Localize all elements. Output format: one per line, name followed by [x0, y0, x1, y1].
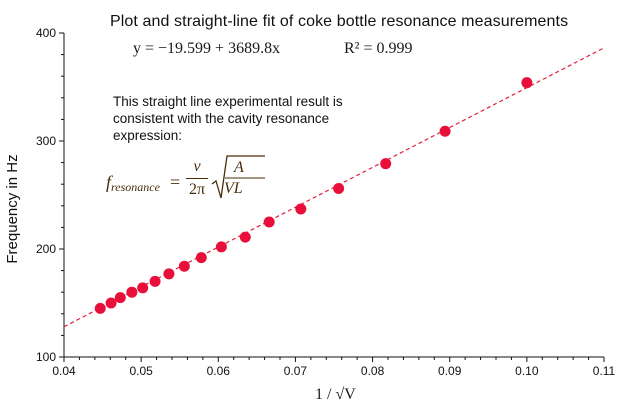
- data-point: [239, 231, 251, 243]
- data-point: [94, 302, 106, 314]
- x-tick-label: 0.08: [361, 364, 385, 378]
- data-point: [195, 252, 207, 264]
- radicand-top: A: [234, 159, 244, 176]
- data-point: [295, 203, 307, 215]
- data-point: [163, 268, 175, 280]
- formula-numerator: v: [193, 158, 201, 175]
- y-axis-label: Frequency in Hz: [4, 154, 21, 264]
- formula-f: f: [106, 172, 112, 192]
- data-point: [439, 125, 451, 137]
- formula-denominator: 2π: [188, 181, 206, 198]
- data-point: [149, 275, 161, 287]
- x-tick-label: 0.11: [593, 364, 616, 378]
- x-tick-label: 0.09: [438, 364, 462, 378]
- data-point: [114, 292, 126, 304]
- data-point: [137, 282, 149, 294]
- formula-fraction: v 2π: [186, 158, 208, 199]
- y-tick-label: 300: [36, 134, 56, 148]
- x-tick-label: 0.06: [207, 364, 231, 378]
- data-point: [263, 216, 275, 228]
- axes: 0.04 0.05 0.06 0.07 0.08 0.09 0.10 0.11 100 200 30…: [36, 26, 616, 378]
- x-tick-label: 0.10: [515, 364, 539, 378]
- y-tick-label: 100: [36, 350, 56, 364]
- data-point: [333, 183, 345, 195]
- data-points: [94, 77, 533, 314]
- radicand-bottom: VL: [224, 180, 243, 197]
- formula-lhs: fresonance: [106, 172, 160, 195]
- y-tick-label: 200: [36, 242, 56, 256]
- y-tick-label: 400: [36, 26, 56, 40]
- formula-subscript: resonance: [111, 180, 160, 194]
- radical-sign: [211, 155, 265, 199]
- x-axis-label: 1 / √V: [315, 386, 356, 403]
- x-tick-label: 0.04: [52, 364, 76, 378]
- annotation-text: This straight line experimental result i…: [113, 94, 343, 143]
- x-tick-label: 0.05: [129, 364, 153, 378]
- data-point: [521, 77, 533, 89]
- chart-title: Plot and straight-line fit of coke bottl…: [110, 13, 569, 30]
- data-point: [126, 286, 138, 298]
- data-point: [215, 241, 227, 253]
- formula-equals: =: [170, 172, 181, 192]
- x-tick-label: 0.07: [284, 364, 308, 378]
- data-point: [178, 260, 190, 272]
- fit-equation: y = −19.599 + 3689.8x: [133, 40, 281, 57]
- data-point: [105, 297, 117, 309]
- data-point: [380, 158, 392, 170]
- fraction-bar: [186, 178, 208, 179]
- r-squared: R² = 0.999: [344, 40, 413, 57]
